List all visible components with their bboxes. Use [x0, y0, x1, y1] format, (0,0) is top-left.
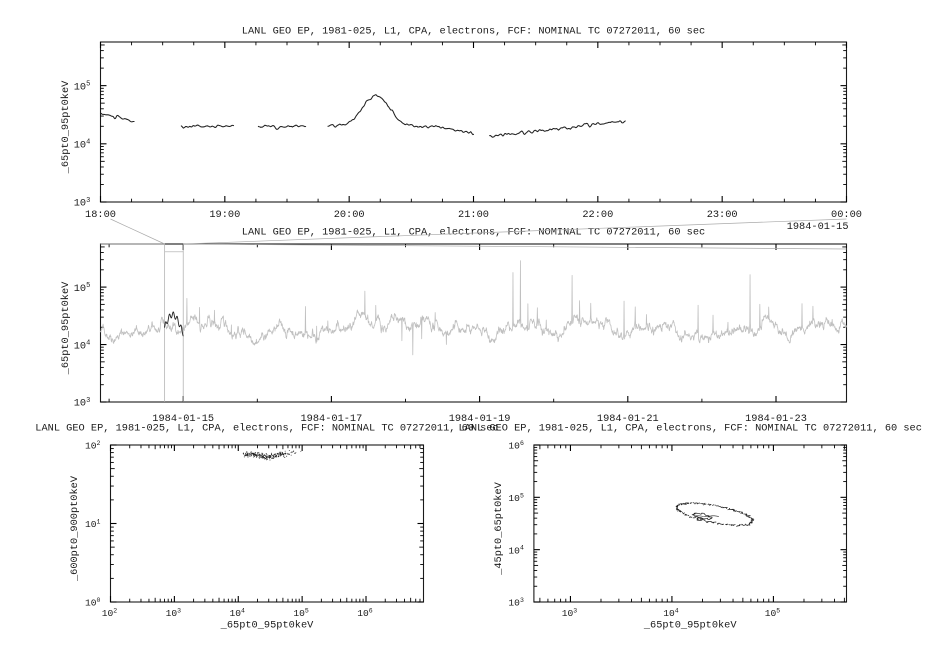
- svg-text:105: 105: [293, 607, 309, 619]
- svg-text:_600pt0_900pt0keV: _600pt0_900pt0keV: [69, 475, 81, 582]
- svg-text:1984-01-15: 1984-01-15: [787, 221, 849, 233]
- svg-text:23:00: 23:00: [707, 209, 738, 221]
- svg-text:_65pt0_95pt0keV: _65pt0_95pt0keV: [643, 620, 738, 632]
- svg-text:100: 100: [85, 597, 101, 609]
- svg-text:104: 104: [74, 339, 91, 352]
- svg-text:105: 105: [765, 607, 781, 619]
- svg-text:_65pt0_95pt0keV: _65pt0_95pt0keV: [60, 80, 72, 175]
- svg-text:19:00: 19:00: [209, 209, 240, 221]
- svg-text:22:00: 22:00: [582, 209, 613, 221]
- svg-text:102: 102: [102, 607, 118, 619]
- svg-text:_65pt0_95pt0keV: _65pt0_95pt0keV: [60, 281, 72, 376]
- svg-text:21:00: 21:00: [458, 209, 489, 221]
- svg-text:104: 104: [508, 545, 524, 557]
- svg-text:103: 103: [562, 607, 578, 619]
- svg-text:105: 105: [74, 282, 91, 295]
- svg-text:20:00: 20:00: [334, 209, 365, 221]
- svg-text:104: 104: [663, 607, 679, 619]
- svg-text:106: 106: [357, 607, 373, 619]
- svg-text:LANL GEO EP, 1981-025, L1, CPA: LANL GEO EP, 1981-025, L1, CPA, electron…: [35, 423, 498, 435]
- svg-text:103: 103: [508, 597, 524, 609]
- svg-text:_45pt0_65pt0keV: _45pt0_65pt0keV: [493, 481, 505, 576]
- svg-text:105: 105: [508, 492, 524, 504]
- svg-text:104: 104: [230, 607, 246, 619]
- svg-text:103: 103: [74, 197, 91, 210]
- svg-text:101: 101: [85, 519, 101, 531]
- svg-text:_65pt0_95pt0keV: _65pt0_95pt0keV: [220, 620, 315, 632]
- svg-text:LANL GEO EP, 1981-025, L1, CPA: LANL GEO EP, 1981-025, L1, CPA, electron…: [242, 227, 705, 239]
- svg-text:102: 102: [85, 440, 101, 452]
- svg-text:103: 103: [166, 607, 182, 619]
- svg-text:104: 104: [74, 139, 91, 152]
- svg-text:LANL GEO EP, 1981-025, L1, CPA: LANL GEO EP, 1981-025, L1, CPA, electron…: [458, 423, 921, 435]
- svg-text:LANL GEO EP, 1981-025, L1, CPA: LANL GEO EP, 1981-025, L1, CPA, electron…: [242, 26, 705, 38]
- svg-text:103: 103: [74, 397, 91, 410]
- svg-text:106: 106: [508, 440, 524, 452]
- svg-text:105: 105: [74, 80, 91, 93]
